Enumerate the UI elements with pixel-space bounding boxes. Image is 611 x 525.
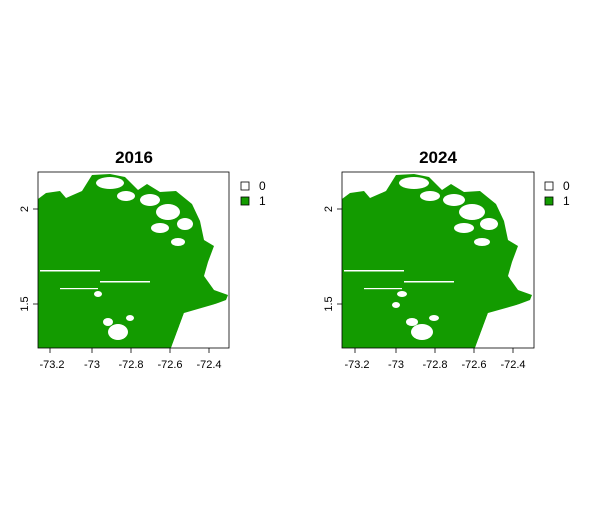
y-tick-label: 1.5 [19,296,31,311]
map-panel-2016: 2016 [19,148,266,371]
legend-swatch-0 [544,181,554,191]
x-tick-label: -72.6 [157,359,182,371]
nonforest-corner [475,300,534,348]
y-tick-label: 2 [19,206,31,212]
legend: 0 1 [240,179,266,208]
legend-label: 0 [259,179,266,193]
raster-map [342,174,534,348]
legend: 0 1 [544,179,570,208]
legend-swatch-1 [544,196,554,206]
panel-title: 2016 [115,148,153,167]
x-tick-label: -73 [388,359,404,371]
legend-label: 1 [563,194,570,208]
x-tick-label: -73 [84,359,100,371]
nonforest-patches [344,177,498,340]
raster-map [38,174,229,348]
y-axis [337,208,342,305]
map-panel-2024: 2024 [323,148,570,371]
legend-swatch-1 [240,196,250,206]
plot-frame [341,171,535,349]
x-axis [49,348,210,353]
x-tick-label: -72.8 [422,359,447,371]
legend-swatch-0 [240,181,250,191]
forest-region [38,174,228,348]
x-tick-label: -72.6 [461,359,486,371]
x-tick-label: -72.4 [196,359,221,371]
y-tick-label: 1.5 [323,296,335,311]
x-tick-label: -73.2 [344,359,369,371]
x-tick-label: -73.2 [39,359,64,371]
x-tick-label: -72.4 [500,359,525,371]
legend-label: 0 [563,179,570,193]
y-tick-label: 2 [323,206,335,212]
panel-title: 2024 [419,148,457,167]
legend-label: 1 [259,194,266,208]
forest-region [342,174,532,348]
y-axis [33,208,38,305]
nonforest-corner [171,300,229,348]
x-tick-label: -72.8 [118,359,143,371]
plot-frame [37,171,230,349]
x-axis [354,348,514,353]
nonforest-patches [40,177,193,340]
